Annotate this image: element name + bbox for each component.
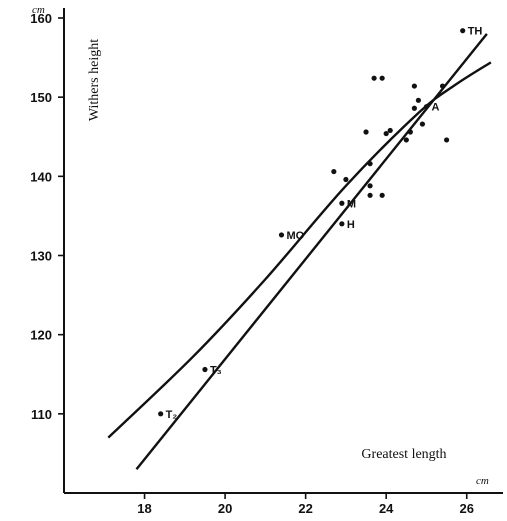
y-axis-title: Withers height	[87, 39, 102, 121]
x-unit-label: cm	[476, 475, 489, 487]
data-point	[423, 104, 430, 110]
data-point	[339, 200, 345, 206]
point-label: TH	[468, 26, 483, 38]
y-tick-label: 120	[30, 328, 52, 343]
data-point	[371, 75, 377, 81]
data-point	[387, 127, 393, 134]
data-point	[158, 411, 164, 417]
data-point	[367, 183, 373, 189]
y-tick-label: 150	[30, 90, 52, 105]
y-tick-label: 130	[30, 249, 52, 264]
data-point	[415, 97, 421, 103]
data-point	[403, 137, 409, 143]
point-label: A	[431, 102, 439, 114]
data-point	[439, 83, 446, 89]
data-point	[419, 121, 426, 127]
data-point	[411, 83, 417, 89]
data-point	[202, 366, 208, 373]
fit-lines	[107, 33, 492, 471]
data-point	[443, 137, 450, 143]
data-point	[343, 176, 349, 183]
data-point	[331, 168, 337, 175]
data-point	[367, 161, 373, 167]
x-tick-label: 22	[298, 501, 312, 516]
data-point	[363, 129, 369, 135]
data-point	[339, 221, 345, 227]
point-label: H	[347, 219, 355, 231]
x-tick-label: 26	[459, 501, 473, 516]
y-tick-label: 160	[30, 11, 52, 26]
y-tick-label: 140	[30, 169, 52, 184]
data-point	[407, 129, 413, 135]
data-point	[379, 75, 385, 81]
data-point	[379, 192, 385, 198]
point-label: MO	[286, 230, 304, 242]
point-label: T₂	[166, 409, 178, 421]
data-point	[278, 232, 285, 238]
x-axis-title: Greatest length	[361, 447, 446, 462]
data-point	[411, 105, 417, 111]
x-tick-label: 24	[379, 501, 394, 516]
axes: 18 20 22 24 26 110 120 130 140 150 160	[30, 8, 503, 516]
data-point	[383, 130, 389, 137]
x-tick-label: 20	[218, 501, 232, 516]
point-label: T₃	[210, 365, 222, 377]
x-tick-label: 18	[137, 501, 151, 516]
data-point	[460, 28, 466, 34]
point-labels: T₂ T₃ MO MH A TH	[166, 26, 483, 421]
y-unit-label: cm	[32, 4, 45, 16]
y-tick-label: 110	[31, 407, 52, 422]
data-point	[367, 192, 373, 198]
fit-curve	[107, 61, 492, 439]
point-label: M	[347, 198, 356, 210]
data-points	[158, 28, 466, 417]
